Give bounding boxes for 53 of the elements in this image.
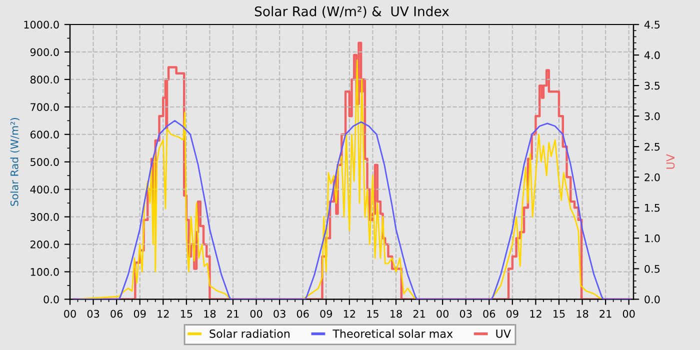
y2-tick-label: 3.0 xyxy=(644,112,660,120)
y-tick-label: 700.0 xyxy=(30,103,59,112)
x-tick-label: 15 xyxy=(367,310,378,318)
y-tick-label: 200.0 xyxy=(30,240,59,248)
x-tick-label: 18 xyxy=(204,310,216,318)
x-tick-label: 21 xyxy=(227,310,239,318)
line-series xyxy=(73,120,632,300)
x-tick-label: 15 xyxy=(554,310,565,318)
y2-tick-label: 2.5 xyxy=(644,142,660,151)
y2-tick-label: 0.0 xyxy=(644,295,660,304)
legend-label: Theoretical solar max xyxy=(332,329,453,338)
y-tick-label: 300.0 xyxy=(30,213,59,221)
x-tick-label: 12 xyxy=(344,310,356,318)
x-tick-label: 18 xyxy=(390,310,402,318)
y2-tick-label: 1.0 xyxy=(645,234,660,242)
x-tick-label: 21 xyxy=(413,310,425,318)
x-tick-label: 06 xyxy=(483,310,496,318)
legend-label: Solar radiation xyxy=(210,329,290,338)
x-tick-label: 09 xyxy=(134,310,146,318)
x-tick-label: 09 xyxy=(320,310,332,318)
x-tick-label: 21 xyxy=(600,310,612,318)
x-tick-label: 12 xyxy=(530,310,542,318)
y-tick-label: 900.0 xyxy=(30,48,59,56)
y2-tick-label: 1.5 xyxy=(645,204,660,212)
x-tick-label: 00 xyxy=(436,310,448,318)
y2-tick-label: 0.5 xyxy=(644,264,660,273)
x-tick-label: 15 xyxy=(180,310,192,318)
y2-tick-label: 4.5 xyxy=(644,20,660,29)
chart-title: Solar Rad (W/m²) & UV Index xyxy=(254,6,449,18)
x-tick-label: 00 xyxy=(250,310,262,318)
y-tick-label: 500.0 xyxy=(30,158,59,166)
y2-tick-label: 2.0 xyxy=(644,173,660,182)
x-tick-label: 03 xyxy=(87,310,100,318)
x-tick-label: 12 xyxy=(158,310,169,318)
x-tick-label: 09 xyxy=(506,310,518,318)
y-tick-label: 600.0 xyxy=(30,130,59,139)
x-tick-label: 06 xyxy=(296,310,309,318)
y-tick-label: 100.0 xyxy=(30,268,59,276)
x-tick-label: 00 xyxy=(64,310,76,318)
y-axis-title: Solar Rad (W/m²) xyxy=(10,118,20,206)
x-tick-label: 03 xyxy=(274,310,286,318)
x-tick-label: 18 xyxy=(576,310,588,318)
x-tick-label: 06 xyxy=(110,310,123,318)
y2-tick-label: 3.5 xyxy=(644,82,660,90)
y2-axis-title: UV xyxy=(666,154,675,169)
legend-label: UV xyxy=(496,330,511,338)
y2-tick-label: 4.0 xyxy=(644,51,660,60)
y-tick-label: 0.0 xyxy=(44,295,59,304)
y-tick-label: 400.0 xyxy=(30,186,59,194)
x-tick-label: 00 xyxy=(622,310,635,318)
y-tick-label: 800.0 xyxy=(30,76,59,84)
x-tick-label: 03 xyxy=(460,310,472,318)
y-tick-label: 1000.0 xyxy=(24,20,59,29)
